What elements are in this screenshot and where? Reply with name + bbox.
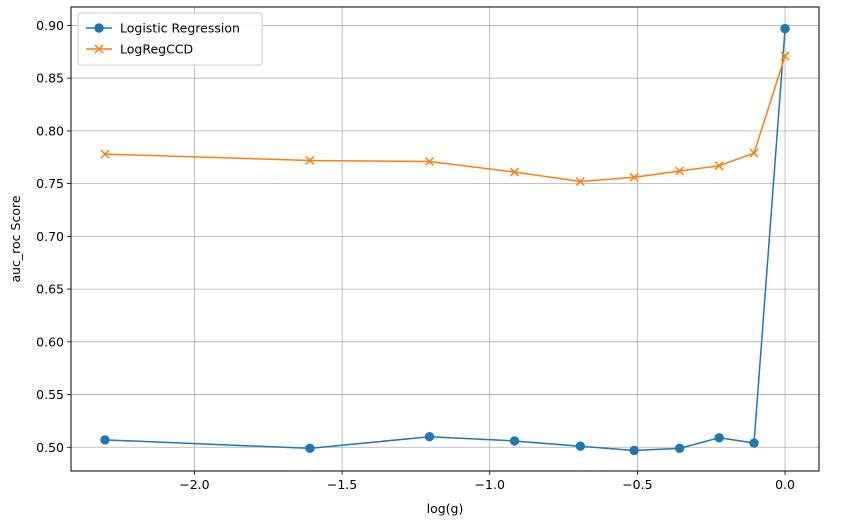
y-tick-label: 0.85 — [36, 71, 64, 86]
y-tick-label: 0.65 — [36, 282, 64, 297]
data-point — [424, 432, 435, 442]
data-point — [305, 155, 315, 165]
legend: Logistic Regression LogRegCCD — [77, 12, 263, 66]
series-2 — [100, 51, 790, 187]
y-tick-label: 0.75 — [36, 176, 64, 191]
data-point — [780, 23, 790, 34]
x-axis-label: log(g) — [427, 501, 464, 516]
data-point — [780, 51, 790, 61]
data-point — [509, 436, 520, 446]
x-tick-label: −2.0 — [179, 477, 209, 492]
data-point — [674, 443, 685, 454]
x-tick-label: −0.5 — [622, 477, 652, 492]
data-point — [629, 172, 639, 182]
data-point — [714, 161, 724, 171]
data-point — [575, 176, 585, 187]
y-tick-label: 0.60 — [36, 334, 64, 349]
x-tick-label: 0.0 — [775, 477, 795, 492]
data-point — [749, 148, 759, 158]
series-line — [104, 28, 786, 452]
axis-ticks: −2.0 −1.5 −1.0 −0.5 0.0 0.50 0.55 0.60 0.65 0.70 0… — [36, 18, 795, 492]
data-point — [100, 435, 110, 445]
y-axis-label: auc_roc Score — [8, 195, 23, 282]
series-line — [104, 55, 786, 183]
y-tick-label: 0.90 — [36, 18, 64, 33]
data-point — [629, 445, 639, 456]
y-tick-label: 0.55 — [36, 387, 64, 402]
data-point — [100, 149, 110, 159]
data-point — [305, 443, 315, 454]
series-1 — [100, 23, 790, 456]
data-point — [424, 156, 435, 167]
legend-label: LogRegCCD — [120, 42, 193, 57]
x-tick-label: −1.0 — [475, 477, 505, 492]
plot-frame — [70, 6, 820, 472]
y-tick-label: 0.80 — [36, 123, 64, 138]
grid — [71, 7, 819, 471]
legend-label: Logistic Regression — [120, 21, 240, 36]
plot-series — [100, 23, 790, 456]
data-point — [575, 441, 586, 451]
data-point — [510, 167, 520, 177]
legend-marker — [94, 23, 104, 33]
x-tick-label: −1.5 — [327, 477, 357, 492]
y-tick-label: 0.70 — [36, 229, 64, 244]
data-point — [714, 433, 724, 443]
legend-box — [77, 12, 263, 66]
data-point — [675, 166, 685, 176]
y-tick-label: 0.50 — [36, 440, 64, 455]
data-point — [749, 438, 759, 448]
legend-marker — [94, 44, 104, 54]
